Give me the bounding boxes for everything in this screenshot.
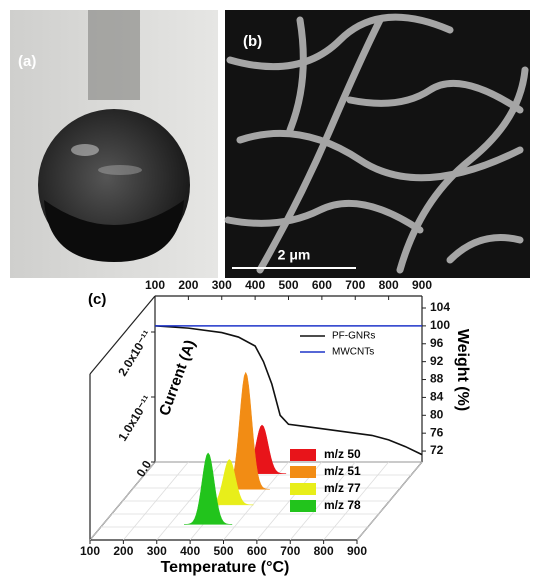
x-tick-label: 300 (147, 544, 167, 558)
panel-label: (c) (88, 291, 106, 308)
z-tick-label: 0.0 (134, 458, 155, 480)
y-tick-label: 80 (430, 407, 444, 421)
photo-a: (a) (10, 10, 218, 278)
x-tick-label: 900 (347, 544, 367, 558)
z-axis-title: Current (A) (156, 338, 199, 418)
y-tick-label: 100 (430, 318, 450, 332)
panel-label: (b) (243, 33, 262, 50)
legend-swatch (290, 500, 316, 512)
x-tick-label: 500 (213, 544, 233, 558)
x-tick-label: 300 (212, 278, 232, 292)
y-tick-label: 72 (430, 443, 444, 457)
x-tick-label: 700 (345, 278, 365, 292)
y-tick-label: 88 (430, 372, 444, 386)
x-tick-label: 200 (113, 544, 133, 558)
chart: (c) 100 100 200 200 300 300 400 400 500 500 600 600 7… (80, 278, 471, 576)
x-tick-label: 600 (247, 544, 267, 558)
x-tick-label: 400 (180, 544, 200, 558)
x-tick-label: 800 (379, 278, 399, 292)
legend-label: m/z 77 (324, 481, 361, 495)
x-tick-label: 500 (278, 278, 298, 292)
x-tick-label: 600 (312, 278, 332, 292)
panel-label: (a) (18, 53, 36, 70)
legend-swatch (290, 483, 316, 495)
x-axis-title: Temperature (°C) (161, 559, 290, 576)
y-tick-label: 96 (430, 336, 444, 350)
y-axis-title: Weight (%) (454, 329, 471, 411)
legend-label: PF-GNRs (332, 331, 375, 342)
legend-label: MWCNTs (332, 347, 374, 358)
z-tick-label: 2.0x10⁻¹¹ (115, 328, 154, 379)
scale-bar-label: 2 μm (278, 247, 311, 263)
y-tick-label: 104 (430, 300, 450, 314)
x-tick-label: 900 (412, 278, 432, 292)
figure: (a) (b) 2 μm (c) 100 100 200 200 300 300 400 400… (0, 0, 540, 578)
y-tick-label: 84 (430, 390, 444, 404)
x-tick-label: 100 (80, 544, 100, 558)
x-tick-label: 200 (178, 278, 198, 292)
legend-label: m/z 50 (324, 447, 361, 461)
legend-swatch (290, 449, 316, 461)
x-tick-label: 700 (280, 544, 300, 558)
x-tick-label: 800 (314, 544, 334, 558)
photo-b: (b) 2 μm (225, 10, 530, 278)
y-tick-label: 76 (430, 425, 444, 439)
x-tick-label: 400 (245, 278, 265, 292)
z-tick-label: 1.0x10⁻¹¹ (115, 393, 154, 444)
y-tick-label: 92 (430, 354, 444, 368)
legend-swatch (290, 466, 316, 478)
x-tick-label: 100 (145, 278, 165, 292)
legend-label: m/z 78 (324, 498, 361, 512)
legend-label: m/z 51 (324, 464, 361, 478)
